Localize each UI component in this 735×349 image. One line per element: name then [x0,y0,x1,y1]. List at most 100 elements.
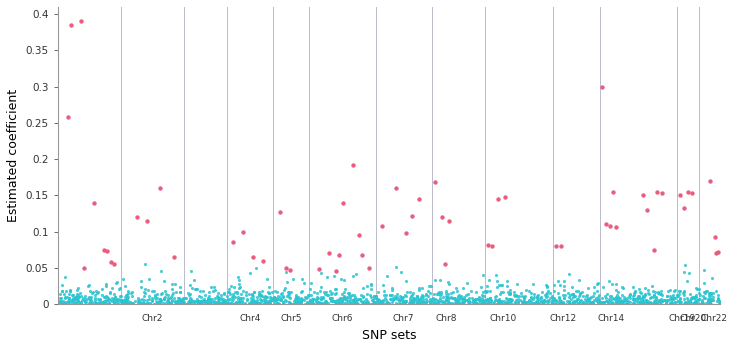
Point [204,300,216,306]
Point [528,300,540,306]
Point [330,286,342,292]
Point [63,291,75,297]
Point [184,299,196,305]
Point [368,300,379,306]
Point [674,295,686,300]
Point [484,296,496,301]
Point [559,292,571,298]
Point [155,268,167,274]
Point [125,291,137,296]
Point [596,84,608,89]
Point [636,296,648,302]
Point [621,301,633,306]
Point [557,292,569,298]
Point [198,298,209,303]
Point [475,284,487,289]
Point [292,294,304,300]
Point [101,283,112,289]
Point [594,300,606,306]
Point [628,292,640,297]
Point [592,300,604,305]
Point [232,295,244,300]
Point [553,298,565,303]
Point [166,297,178,303]
Point [174,290,186,295]
Point [340,297,351,303]
Point [501,283,513,289]
Point [481,300,493,306]
Point [437,295,449,300]
Point [473,294,485,300]
Point [627,297,639,302]
Point [650,294,662,299]
Point [616,292,628,298]
Point [705,301,717,306]
Point [159,288,171,294]
Point [171,300,182,306]
Point [651,301,663,307]
Point [502,290,514,295]
Point [442,294,453,300]
Point [193,300,204,305]
Point [295,299,307,305]
Point [72,294,84,300]
Point [111,280,123,285]
Point [623,294,635,299]
Point [525,295,537,301]
Point [395,269,407,274]
Point [59,299,71,305]
Point [176,299,188,305]
Point [679,301,691,306]
Point [244,300,256,305]
Point [535,295,547,300]
Point [337,289,349,295]
Point [452,295,464,300]
Point [493,299,505,305]
Point [654,299,666,304]
Point [237,229,249,235]
Point [567,299,578,305]
Point [75,293,87,299]
Point [315,297,327,302]
Point [555,300,567,305]
Point [103,301,115,307]
Point [655,297,667,302]
Point [607,300,619,306]
Point [279,285,290,291]
Point [306,296,318,302]
Point [324,295,336,301]
Point [429,300,440,306]
Point [75,299,87,305]
Point [460,292,472,297]
Point [367,297,379,303]
Point [412,297,424,302]
Point [247,254,259,260]
Point [404,295,416,300]
Point [78,297,90,303]
Point [506,297,517,302]
Point [119,283,131,289]
Point [126,300,138,306]
Point [479,288,491,294]
Point [154,292,166,297]
Point [344,300,356,306]
Point [341,300,353,306]
Point [625,296,637,301]
Point [312,296,323,302]
Point [650,301,662,306]
Point [442,301,453,307]
Point [315,300,326,305]
Point [702,299,714,304]
Point [384,292,395,298]
Point [457,301,469,307]
Point [270,288,282,294]
Point [331,300,343,306]
Point [583,297,595,303]
Point [370,296,381,301]
Point [372,298,384,304]
Point [503,297,514,303]
Point [266,290,278,295]
Point [259,298,271,304]
Point [576,289,587,295]
Point [650,298,662,304]
